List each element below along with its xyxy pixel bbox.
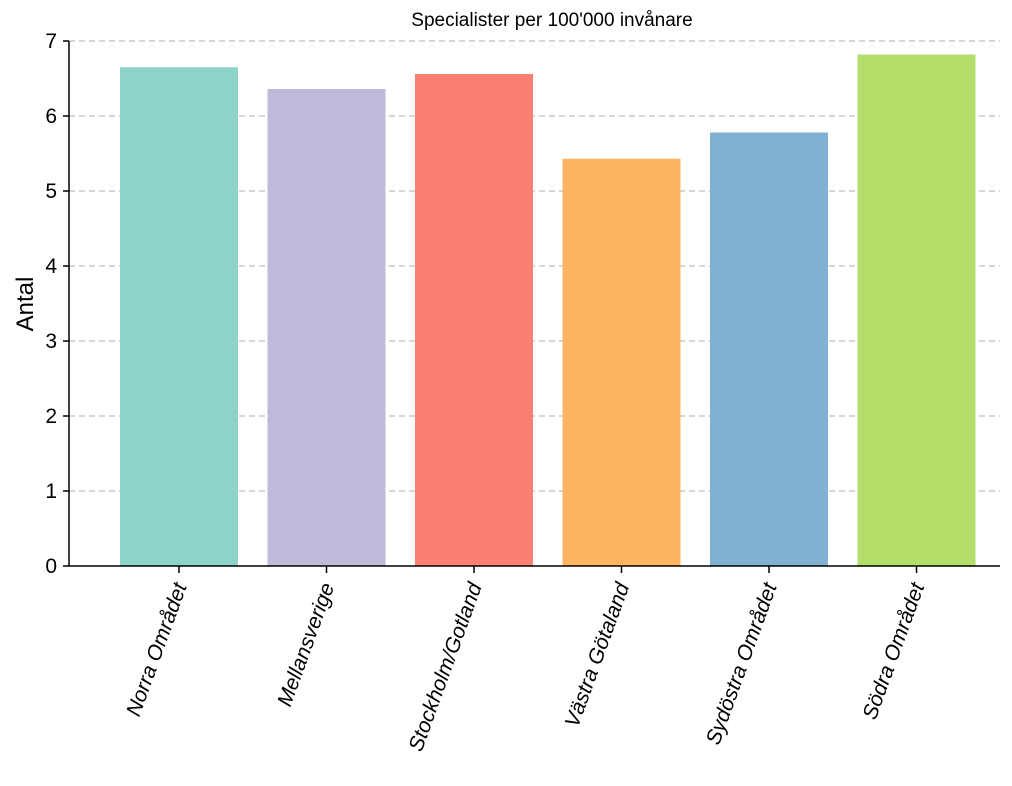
y-tick-label: 6 (45, 105, 57, 128)
bars (120, 54, 976, 566)
x-tick-label: Västra Götaland (561, 579, 635, 731)
chart-title: Specialister per 100'000 invånare (411, 10, 692, 31)
axes (68, 41, 1000, 567)
bar (562, 158, 681, 566)
x-tick-label: Södra Området (858, 579, 929, 723)
y-tick-label: 3 (45, 330, 57, 353)
y-tick-label: 1 (45, 480, 57, 503)
y-tick-label: 5 (45, 180, 57, 203)
x-tick-label: Norra Området (122, 579, 192, 720)
y-axis-label: Antal (12, 277, 39, 332)
x-ticks: Norra Området Mellansverige Stockholm/Gotl… (122, 566, 930, 755)
bar (120, 67, 238, 566)
y-ticks: 0 1 2 3 4 5 6 7 (45, 30, 69, 578)
y-tick-label: 7 (45, 30, 57, 53)
x-tick-label: Stockholm/Gotland (404, 579, 487, 755)
x-tick-label: Sydöstra Området (702, 579, 782, 748)
y-tick-label: 2 (45, 405, 57, 428)
bar (267, 89, 386, 566)
y-tick-label: 4 (45, 255, 57, 278)
y-tick-label: 0 (45, 555, 57, 578)
bar (710, 132, 828, 566)
bar (857, 54, 976, 566)
x-tick-label: Mellansverige (273, 580, 339, 710)
bar (415, 74, 533, 566)
